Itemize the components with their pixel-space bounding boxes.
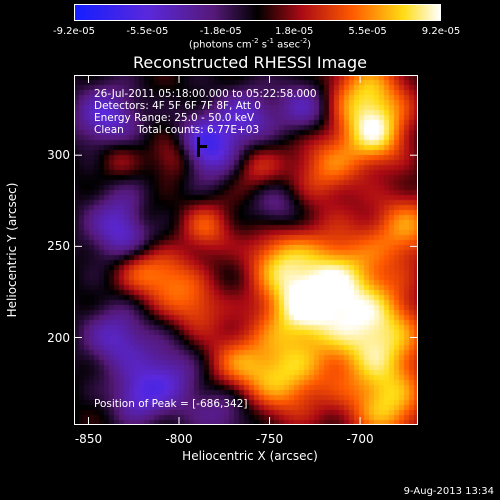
colorbar-units: (photons cm-2 s-1 asec-2): [188, 37, 312, 51]
x-tick-label: -800: [165, 432, 193, 446]
chart-title: Reconstructed RHESSI Image: [133, 53, 367, 72]
colorbar-tick-label: -5.5e-05: [126, 26, 169, 37]
colorbar-tick-label: -1.8e-05: [199, 26, 242, 37]
plot-border: [74, 75, 418, 425]
x-axis-label: Heliocentric X (arcsec): [182, 449, 318, 463]
x-tick-label: -700: [346, 432, 374, 446]
annotation-energy: Energy Range: 25.0 - 50.0 keV: [94, 112, 255, 124]
colorbar-tick-label: 1.8e-05: [274, 26, 314, 37]
marker-vertical: [197, 137, 200, 157]
colorbar-tick-label: 5.5e-05: [348, 26, 387, 37]
annotation-counts: Clean Total counts: 6.77E+03: [94, 124, 260, 136]
y-tick-label: 200: [47, 330, 70, 345]
y-tick-label: 300: [47, 148, 70, 163]
date-stamp: 9-Aug-2013 13:34: [403, 486, 494, 497]
plot-area: 26-Jul-2011 05:18:00.000 to 05:22:58.000…: [74, 75, 418, 425]
colorbar: [74, 4, 441, 21]
y-tick-label: 250: [47, 239, 70, 254]
colorbar-tick-label: 9.2e-05: [421, 26, 461, 37]
peak-position-label: Position of Peak = [-686,342]: [94, 398, 248, 410]
x-tick-label: -750: [255, 432, 284, 446]
heatmap-image: [74, 75, 418, 425]
plot-overlay: [74, 75, 418, 425]
x-tick-label: -850: [74, 432, 103, 446]
y-axis-label: Heliocentric Y (arcsec): [5, 182, 19, 318]
colorbar-tick-label: -9.2e-05: [53, 26, 95, 37]
annotation-detectors: Detectors: 4F 5F 6F 7F 8F, Att 0: [94, 100, 261, 112]
annotation-time: 26-Jul-2011 05:18:00.000 to 05:22:58.000: [94, 88, 317, 100]
marker-horizontal: [200, 145, 207, 148]
axis-tickmarks: [74, 75, 418, 425]
